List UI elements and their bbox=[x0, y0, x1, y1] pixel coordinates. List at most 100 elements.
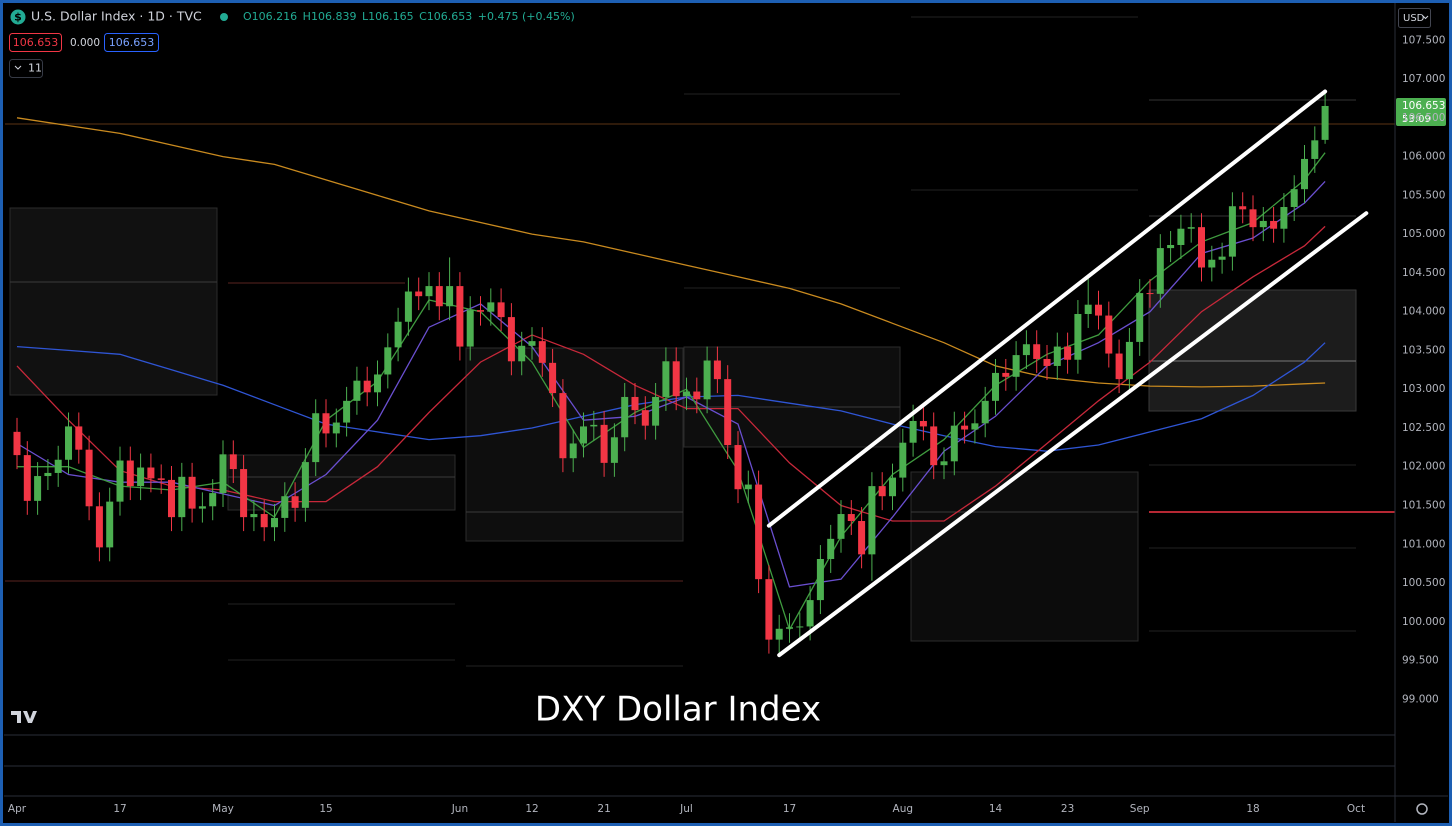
candle-body bbox=[806, 600, 814, 627]
ohlc-change: +0.475 (+0.45%) bbox=[478, 10, 575, 23]
candle-body bbox=[75, 426, 83, 450]
candle-body bbox=[765, 579, 773, 640]
candle-body bbox=[188, 476, 196, 509]
candle-body bbox=[34, 476, 42, 501]
candle-body bbox=[1270, 220, 1278, 229]
y-tick-label: 107.000 bbox=[1402, 73, 1445, 85]
buy-badge[interactable] bbox=[104, 33, 159, 52]
candle-body bbox=[775, 628, 783, 640]
candle-body bbox=[116, 460, 124, 502]
candle-body bbox=[1084, 304, 1092, 315]
candle-body bbox=[641, 410, 649, 426]
currency-button[interactable] bbox=[1398, 8, 1431, 28]
candle-body bbox=[404, 291, 412, 322]
x-tick-label: 14 bbox=[989, 803, 1003, 815]
candle-body bbox=[1115, 353, 1123, 380]
y-tick-label: 99.000 bbox=[1402, 693, 1439, 705]
candle-body bbox=[374, 374, 381, 393]
candle-body bbox=[847, 514, 855, 522]
x-tick-label: Apr bbox=[8, 803, 27, 815]
tv-logo[interactable] bbox=[11, 711, 37, 723]
y-tick-label: 101.000 bbox=[1402, 538, 1445, 550]
candle-body bbox=[1249, 209, 1257, 228]
candle-body bbox=[786, 627, 793, 629]
candle-body bbox=[1156, 248, 1164, 294]
candle-body bbox=[1259, 220, 1267, 228]
candle-body bbox=[168, 479, 175, 518]
ohlc-line: O106.216 H106.839 L106.165 C106.653 +0.4… bbox=[243, 10, 575, 23]
candle-body bbox=[312, 413, 320, 463]
x-tick-label: Oct bbox=[1347, 803, 1365, 815]
candle-body bbox=[816, 559, 824, 601]
candle-body bbox=[930, 426, 938, 466]
candle-body bbox=[1311, 140, 1319, 159]
candle-body bbox=[281, 496, 289, 518]
drawings bbox=[5, 16, 1395, 667]
candle-body bbox=[271, 517, 278, 528]
candle-body bbox=[353, 380, 361, 401]
candle-body bbox=[126, 460, 134, 487]
candle-body bbox=[1208, 259, 1216, 268]
candle-body bbox=[1033, 344, 1041, 359]
candle-body bbox=[384, 347, 392, 375]
candle-body bbox=[621, 396, 629, 438]
y-tick-label: 104.500 bbox=[1402, 267, 1445, 279]
range-box bbox=[683, 346, 901, 448]
candle-body bbox=[1228, 206, 1236, 257]
candle-body bbox=[1167, 245, 1175, 249]
y-tick-label: 99.500 bbox=[1402, 655, 1439, 667]
candle-body bbox=[1095, 304, 1102, 316]
candle-body bbox=[219, 454, 227, 494]
candle-body bbox=[868, 486, 876, 555]
candle-body bbox=[106, 501, 114, 548]
candle-body bbox=[54, 459, 62, 473]
candle-body bbox=[456, 286, 464, 347]
sell-badge[interactable] bbox=[9, 33, 62, 52]
buy-price: 106.653 bbox=[109, 36, 155, 49]
candle-body bbox=[796, 626, 804, 628]
trendline bbox=[766, 89, 1328, 528]
candle-body bbox=[1301, 158, 1308, 190]
candle-body bbox=[878, 486, 886, 497]
candle-body bbox=[1290, 189, 1298, 208]
ohlc-label: L bbox=[362, 10, 369, 23]
candle-body bbox=[1218, 256, 1226, 260]
candle-body bbox=[1053, 346, 1061, 366]
candle-body bbox=[662, 361, 670, 397]
candle-body bbox=[1187, 227, 1195, 229]
indicators-toggle[interactable] bbox=[9, 59, 43, 78]
candle-body bbox=[837, 514, 845, 539]
candle-body bbox=[961, 425, 969, 430]
candle-body bbox=[466, 310, 474, 347]
candle-body bbox=[137, 467, 145, 487]
x-tick-label: Jun bbox=[451, 803, 468, 815]
candle-body bbox=[394, 321, 402, 348]
candle-body bbox=[363, 380, 371, 393]
x-tick-label: Sep bbox=[1130, 803, 1150, 815]
symbol-title[interactable]: U.S. Dollar Index · 1D · TVC bbox=[31, 9, 202, 24]
ohlc-value: 106.165 bbox=[368, 10, 414, 23]
y-tick-label: 105.000 bbox=[1402, 228, 1445, 240]
candle-body bbox=[919, 420, 927, 427]
candle-body bbox=[477, 310, 484, 312]
candle-body bbox=[610, 437, 618, 463]
candle-body bbox=[301, 462, 309, 508]
candle-body bbox=[487, 302, 495, 312]
symbol-icon[interactable] bbox=[10, 9, 26, 25]
candle-body bbox=[992, 372, 999, 401]
candle-body bbox=[528, 341, 536, 346]
candle-body bbox=[1239, 206, 1247, 210]
range-box bbox=[227, 454, 456, 511]
y-tick-label: 106.000 bbox=[1402, 151, 1445, 163]
settings-icon[interactable] bbox=[1416, 803, 1428, 815]
candle-body bbox=[425, 286, 433, 297]
candle-body bbox=[507, 317, 515, 362]
x-tick-label: 12 bbox=[525, 803, 538, 815]
candle-body bbox=[631, 396, 639, 411]
candle-body bbox=[435, 286, 443, 307]
candle-body bbox=[1198, 227, 1205, 268]
candle-body bbox=[1012, 355, 1020, 377]
candle-body bbox=[981, 400, 989, 424]
x-tick-label: 17 bbox=[113, 803, 126, 815]
